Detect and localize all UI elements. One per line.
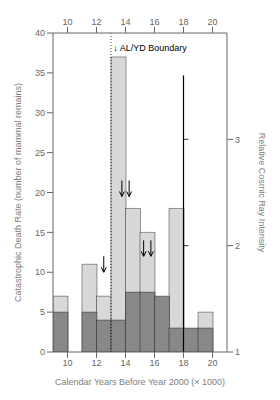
svg-text:2: 2 — [235, 241, 240, 251]
svg-text:1: 1 — [235, 347, 240, 357]
svg-text:14: 14 — [120, 17, 130, 27]
svg-text:0: 0 — [40, 347, 45, 357]
svg-text:10: 10 — [35, 267, 45, 277]
svg-text:12: 12 — [91, 358, 101, 368]
svg-text:↓ AL/YD Boundary: ↓ AL/YD Boundary — [113, 43, 187, 53]
svg-text:Calendar Years Before Year 200: Calendar Years Before Year 2000 (× 1000) — [55, 377, 225, 387]
svg-text:15: 15 — [35, 228, 45, 238]
svg-text:20: 20 — [207, 358, 217, 368]
svg-text:30: 30 — [35, 108, 45, 118]
svg-text:18: 18 — [178, 358, 188, 368]
svg-text:40: 40 — [35, 28, 45, 38]
svg-text:18: 18 — [178, 17, 188, 27]
svg-text:3: 3 — [235, 135, 240, 145]
svg-text:5: 5 — [40, 307, 45, 317]
svg-text:20: 20 — [207, 17, 217, 27]
svg-text:10: 10 — [62, 17, 72, 27]
svg-text:35: 35 — [35, 68, 45, 78]
svg-text:16: 16 — [149, 358, 159, 368]
svg-text:16: 16 — [149, 17, 159, 27]
svg-text:Relative Cosmic Ray Intensity: Relative Cosmic Ray Intensity — [257, 133, 267, 253]
svg-text:12: 12 — [91, 17, 101, 27]
svg-text:20: 20 — [35, 188, 45, 198]
svg-text:25: 25 — [35, 148, 45, 158]
svg-text:Catastrophic Death Rate (numbe: Catastrophic Death Rate (number of mamma… — [13, 83, 23, 302]
svg-text:10: 10 — [62, 358, 72, 368]
svg-text:14: 14 — [120, 358, 130, 368]
